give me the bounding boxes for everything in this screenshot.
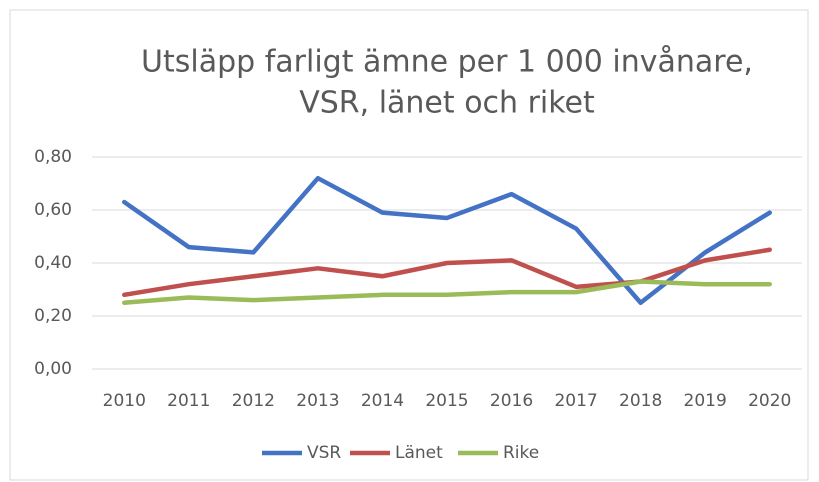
x-tick-label: 2013 bbox=[296, 391, 339, 411]
chart-title: Utsläpp farligt ämne per 1 000 invånare, bbox=[141, 45, 753, 80]
chart-title: VSR, länet och riket bbox=[299, 86, 595, 121]
line-series bbox=[122, 175, 772, 305]
y-tick-label: 0,80 bbox=[34, 147, 72, 167]
y-tick-label: 0,00 bbox=[34, 359, 72, 379]
x-tick-label: 2015 bbox=[425, 391, 468, 411]
legend-label: Rike bbox=[503, 443, 539, 463]
x-tick-label: 2018 bbox=[619, 391, 662, 411]
y-tick-label: 0,40 bbox=[34, 253, 72, 273]
x-tick-label: 2011 bbox=[167, 391, 210, 411]
legend-label: VSR bbox=[307, 443, 341, 463]
x-tick-label: 2012 bbox=[232, 391, 275, 411]
x-tick-label: 2014 bbox=[361, 391, 404, 411]
line-series bbox=[122, 247, 772, 298]
y-tick-label: 0,60 bbox=[34, 200, 72, 220]
x-tick-label: 2019 bbox=[684, 391, 727, 411]
line-series bbox=[122, 279, 772, 305]
legend-label: Länet bbox=[395, 443, 443, 463]
x-tick-label: 2017 bbox=[554, 391, 597, 411]
y-tick-label: 0,20 bbox=[34, 306, 72, 326]
x-tick-label: 2010 bbox=[103, 391, 146, 411]
chart-border bbox=[9, 9, 809, 481]
x-tick-label: 2016 bbox=[490, 391, 533, 411]
x-tick-label: 2020 bbox=[748, 391, 791, 411]
